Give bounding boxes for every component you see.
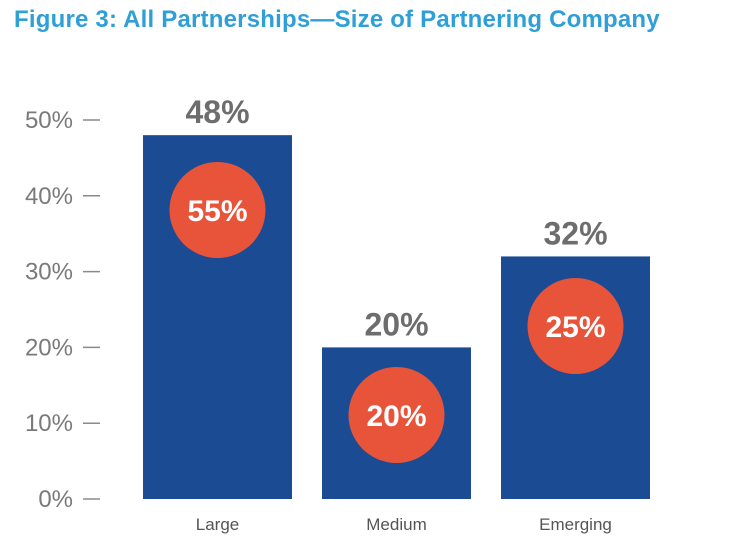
category-label: Medium <box>366 515 426 534</box>
overlay-value-label: 20% <box>366 400 426 433</box>
overlay-value-label: 25% <box>545 311 605 344</box>
bar-value-label: 32% <box>543 215 607 251</box>
category-label: Large <box>196 515 239 534</box>
category-label: Emerging <box>539 515 612 534</box>
bar-value-label: 20% <box>364 306 428 342</box>
overlay-circle <box>348 367 445 463</box>
y-tick-label: 40% <box>25 183 73 210</box>
y-tick-label: 30% <box>25 259 73 286</box>
overlay-circle <box>169 162 266 258</box>
y-tick-label: 10% <box>25 410 73 437</box>
overlay-value-label: 55% <box>187 195 247 228</box>
y-tick-label: 50% <box>25 107 73 134</box>
chart-title: Figure 3: All Partnerships—Size of Partn… <box>14 6 660 33</box>
bar-value-label: 48% <box>185 94 249 130</box>
overlay-circle <box>527 278 624 374</box>
y-tick-label: 20% <box>25 334 73 361</box>
y-tick-label: 0% <box>38 486 73 513</box>
